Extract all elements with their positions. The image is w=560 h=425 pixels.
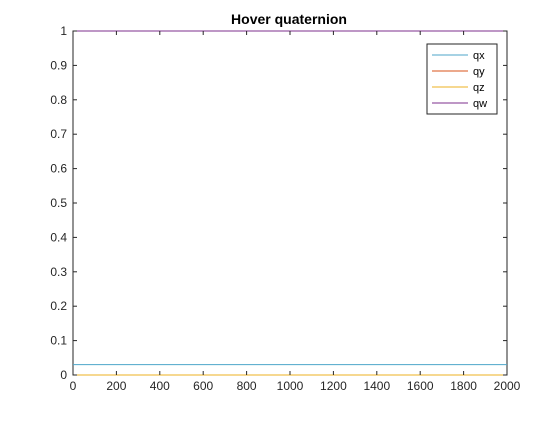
y-tick-label: 0.4 xyxy=(50,230,67,244)
y-tick-label: 0.9 xyxy=(50,58,67,72)
x-tick-label: 1800 xyxy=(450,379,477,393)
y-tick-label: 0.6 xyxy=(50,162,67,176)
x-tick-label: 1400 xyxy=(363,379,390,393)
legend-label-qy: qy xyxy=(473,66,485,78)
x-tick-label: 400 xyxy=(150,379,170,393)
legend-label-qz: qz xyxy=(473,82,485,94)
y-tick-label: 0.1 xyxy=(50,334,67,348)
chart-title: Hover quaternion xyxy=(231,11,347,27)
y-tick-label: 0.8 xyxy=(50,93,67,107)
x-tick-label: 0 xyxy=(70,379,77,393)
x-tick-label: 600 xyxy=(193,379,213,393)
legend-label-qw: qw xyxy=(473,98,487,110)
y-tick-label: 1 xyxy=(60,24,67,38)
legend: qx qy qz qw xyxy=(426,43,498,115)
x-tick-label: 1200 xyxy=(320,379,347,393)
ticks-layer: 0 200 400 600 800 1000 1200 1400 1600 1800 2000 0 0.… xyxy=(50,24,520,393)
x-tick-label: 1600 xyxy=(407,379,434,393)
y-tick-label: 0.3 xyxy=(50,265,67,279)
x-tick-label: 200 xyxy=(106,379,126,393)
legend-label-qx: qx xyxy=(473,50,485,62)
x-tick-label: 800 xyxy=(237,379,257,393)
x-tick-label: 1000 xyxy=(277,379,304,393)
y-tick-label: 0.5 xyxy=(50,196,67,210)
y-tick-label: 0.2 xyxy=(50,299,67,313)
legend-box xyxy=(426,43,498,115)
y-tick-label: 0 xyxy=(60,368,67,382)
y-tick-label: 0.7 xyxy=(50,127,67,141)
x-tick-label: 2000 xyxy=(494,379,521,393)
